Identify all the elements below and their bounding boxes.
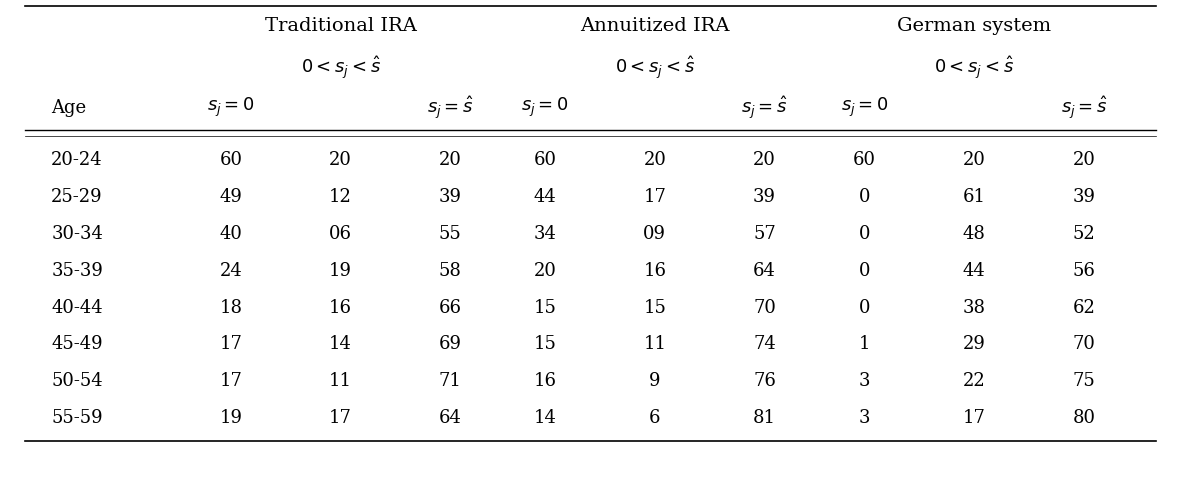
Text: 6: 6 xyxy=(650,409,660,427)
Text: 61: 61 xyxy=(963,188,986,206)
Text: 71: 71 xyxy=(439,372,462,390)
Text: $0 < s_j < \hat{s}$: $0 < s_j < \hat{s}$ xyxy=(934,54,1014,82)
Text: 76: 76 xyxy=(753,372,776,390)
Text: 14: 14 xyxy=(329,335,352,353)
Text: 64: 64 xyxy=(439,409,462,427)
Text: 17: 17 xyxy=(644,188,666,206)
Text: 35-39: 35-39 xyxy=(51,262,103,280)
Text: 16: 16 xyxy=(644,262,666,280)
Text: 22: 22 xyxy=(963,372,985,390)
Text: 69: 69 xyxy=(439,335,462,353)
Text: 29: 29 xyxy=(963,335,985,353)
Text: 45-49: 45-49 xyxy=(51,335,103,353)
Text: 17: 17 xyxy=(220,372,242,390)
Text: $s_j = \hat{s}$: $s_j = \hat{s}$ xyxy=(428,94,474,121)
Text: 57: 57 xyxy=(753,225,776,243)
Text: 20-24: 20-24 xyxy=(51,152,103,169)
Text: 30-34: 30-34 xyxy=(51,225,103,243)
Text: 56: 56 xyxy=(1072,262,1095,280)
Text: Age: Age xyxy=(51,99,86,117)
Text: 3: 3 xyxy=(859,372,870,390)
Text: 20: 20 xyxy=(329,152,352,169)
Text: 44: 44 xyxy=(534,188,556,206)
Text: 48: 48 xyxy=(963,225,985,243)
Text: 0: 0 xyxy=(859,299,870,317)
Text: 9: 9 xyxy=(650,372,660,390)
Text: $0 < s_j < \hat{s}$: $0 < s_j < \hat{s}$ xyxy=(301,54,380,82)
Text: 60: 60 xyxy=(534,152,556,169)
Text: 0: 0 xyxy=(859,225,870,243)
Text: 09: 09 xyxy=(644,225,666,243)
Text: 58: 58 xyxy=(439,262,462,280)
Text: 60: 60 xyxy=(853,152,876,169)
Text: 06: 06 xyxy=(329,225,352,243)
Text: German system: German system xyxy=(898,17,1051,35)
Text: 80: 80 xyxy=(1072,409,1095,427)
Text: 11: 11 xyxy=(644,335,666,353)
Text: 40-44: 40-44 xyxy=(51,299,103,317)
Text: 39: 39 xyxy=(1072,188,1095,206)
Text: 11: 11 xyxy=(329,372,352,390)
Text: $0 < s_j < \hat{s}$: $0 < s_j < \hat{s}$ xyxy=(615,54,694,82)
Text: 20: 20 xyxy=(1072,152,1095,169)
Text: 15: 15 xyxy=(534,335,556,353)
Text: 15: 15 xyxy=(644,299,666,317)
Text: 62: 62 xyxy=(1072,299,1095,317)
Text: 81: 81 xyxy=(753,409,776,427)
Text: 66: 66 xyxy=(439,299,462,317)
Text: 19: 19 xyxy=(329,262,352,280)
Text: 64: 64 xyxy=(753,262,776,280)
Text: 19: 19 xyxy=(220,409,242,427)
Text: 39: 39 xyxy=(439,188,462,206)
Text: $s_j = 0$: $s_j = 0$ xyxy=(521,96,569,120)
Text: 17: 17 xyxy=(963,409,985,427)
Text: 3: 3 xyxy=(859,409,870,427)
Text: 60: 60 xyxy=(220,152,242,169)
Text: Traditional IRA: Traditional IRA xyxy=(265,17,417,35)
Text: 20: 20 xyxy=(644,152,666,169)
Text: 74: 74 xyxy=(753,335,776,353)
Text: 55-59: 55-59 xyxy=(51,409,103,427)
Text: 49: 49 xyxy=(220,188,242,206)
Text: $s_j = \hat{s}$: $s_j = \hat{s}$ xyxy=(1061,94,1107,121)
Text: 34: 34 xyxy=(534,225,556,243)
Text: 20: 20 xyxy=(963,152,985,169)
Text: 52: 52 xyxy=(1072,225,1095,243)
Text: 75: 75 xyxy=(1072,372,1095,390)
Text: 39: 39 xyxy=(753,188,776,206)
Text: 0: 0 xyxy=(859,262,870,280)
Text: 50-54: 50-54 xyxy=(51,372,103,390)
Text: 70: 70 xyxy=(753,299,776,317)
Text: 38: 38 xyxy=(963,299,986,317)
Text: 70: 70 xyxy=(1072,335,1095,353)
Text: $s_j = 0$: $s_j = 0$ xyxy=(207,96,255,120)
Text: $s_j = 0$: $s_j = 0$ xyxy=(841,96,888,120)
Text: 18: 18 xyxy=(220,299,242,317)
Text: 20: 20 xyxy=(534,262,556,280)
Text: 20: 20 xyxy=(439,152,462,169)
Text: 17: 17 xyxy=(220,335,242,353)
Text: 14: 14 xyxy=(534,409,556,427)
Text: $s_j = \hat{s}$: $s_j = \hat{s}$ xyxy=(742,94,788,121)
Text: 16: 16 xyxy=(329,299,352,317)
Text: 16: 16 xyxy=(534,372,556,390)
Text: 20: 20 xyxy=(753,152,776,169)
Text: 17: 17 xyxy=(329,409,352,427)
Text: 15: 15 xyxy=(534,299,556,317)
Text: 40: 40 xyxy=(220,225,242,243)
Text: 44: 44 xyxy=(963,262,985,280)
Text: 24: 24 xyxy=(220,262,242,280)
Text: 55: 55 xyxy=(439,225,462,243)
Text: 0: 0 xyxy=(859,188,870,206)
Text: 25-29: 25-29 xyxy=(51,188,103,206)
Text: Annuitized IRA: Annuitized IRA xyxy=(580,17,730,35)
Text: 1: 1 xyxy=(859,335,870,353)
Text: 12: 12 xyxy=(329,188,352,206)
